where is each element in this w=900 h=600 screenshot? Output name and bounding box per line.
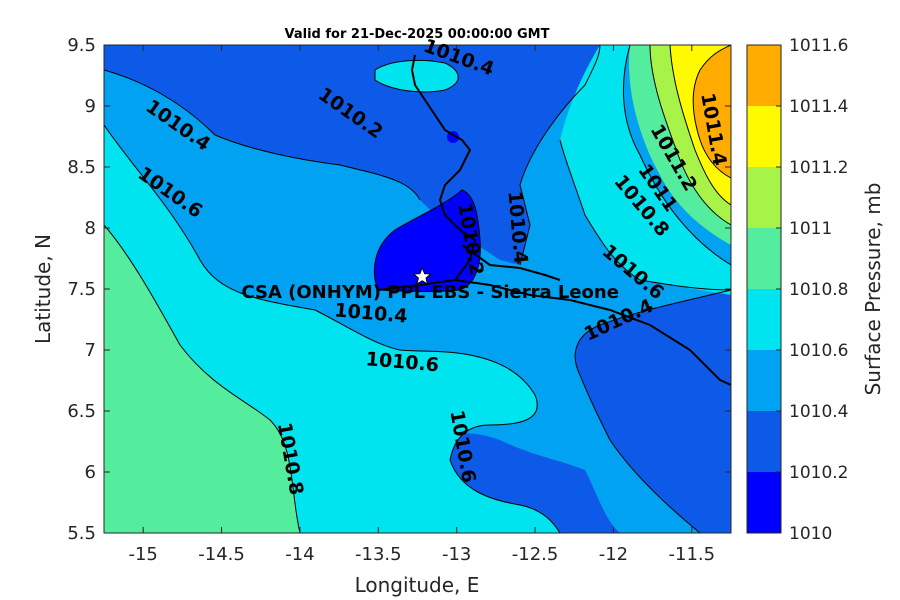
x-axis-ticks: -15 -14.5 -14 -13.5 -13 -12.5 -12 -11.5 xyxy=(128,45,715,565)
y-tick-label: 9.5 xyxy=(67,35,96,56)
contour-lines xyxy=(104,45,731,533)
site-label: CSA (ONHYM) PPL EBS - Sierra Leone xyxy=(241,282,618,303)
y-axis-ticks: 5.5 6 6.5 7 7.5 8 8.5 9 9.5 xyxy=(67,35,731,544)
colorbar-swatch xyxy=(747,472,781,533)
plot-area xyxy=(104,45,731,533)
colorbar-tick-label: 1011.4 xyxy=(789,97,848,117)
y-tick-label: 6.5 xyxy=(67,401,96,422)
pressure-band-1010.6-northeast xyxy=(560,45,731,295)
pressure-band-1010.8-southwest xyxy=(104,225,300,533)
site-star-icon xyxy=(412,266,433,286)
pressure-band-1010.2-tongue xyxy=(440,433,620,533)
colorbar-swatch xyxy=(747,289,781,350)
y-axis-label: Latitude, N xyxy=(31,234,55,344)
colorbar-swatch xyxy=(747,167,781,228)
y-tick-label: 6 xyxy=(85,462,96,483)
x-tick-label: -12 xyxy=(599,544,628,565)
colorbar-swatch xyxy=(747,228,781,289)
colorbar-tick-label: 1010.4 xyxy=(789,402,848,422)
coastline xyxy=(377,54,731,386)
colorbar-swatch xyxy=(747,411,781,472)
x-tick-label: -13.5 xyxy=(355,544,402,565)
site-marker-group: CSA (ONHYM) PPL EBS - Sierra Leone xyxy=(241,266,619,303)
y-tick-label: 8.5 xyxy=(67,157,96,178)
colorbar-swatch xyxy=(747,350,781,411)
x-tick-label: -12.5 xyxy=(512,544,559,565)
x-tick-label: -13 xyxy=(442,544,471,565)
colorbar-tick-label: 1010 xyxy=(789,524,832,544)
colorbar: 1010 1010.2 1010.4 1010.6 1010.8 1011 1011.2 10… xyxy=(747,36,848,544)
colorbar-tick-label: 1011 xyxy=(789,219,832,239)
colorbar-tick-label: 1010.6 xyxy=(789,341,848,361)
x-tick-label: -14 xyxy=(285,544,314,565)
y-tick-label: 5.5 xyxy=(67,523,96,544)
y-tick-label: 8 xyxy=(85,218,96,239)
y-tick-label: 9 xyxy=(85,96,96,117)
x-tick-label: -15 xyxy=(128,544,157,565)
colorbar-tick-label: 1011.6 xyxy=(789,36,848,56)
colorbar-label: Surface Pressure, mb xyxy=(861,183,885,396)
colorbar-swatch xyxy=(747,106,781,167)
colorbar-swatch xyxy=(747,45,781,106)
colorbar-frame xyxy=(746,44,782,534)
x-axis-label: Longitude, E xyxy=(355,573,480,597)
pressure-band-1010.0-low xyxy=(374,190,481,292)
x-tick-label: -11.5 xyxy=(669,544,716,565)
pressure-band-1010.0-nw xyxy=(235,67,345,123)
colorbar-tick-label: 1010.8 xyxy=(789,280,848,300)
chart-title: Valid for 21-Dec-2025 00:00:00 GMT xyxy=(285,27,550,42)
colorbar-tick-label: 1010.2 xyxy=(789,463,848,483)
x-tick-label: -14.5 xyxy=(198,544,245,565)
y-tick-label: 7 xyxy=(85,340,96,361)
y-tick-label: 7.5 xyxy=(67,279,96,300)
pressure-band-1010.6-patch xyxy=(375,60,459,92)
pressure-band-1011.4 xyxy=(693,45,731,178)
colorbar-tick-label: 1011.2 xyxy=(789,158,848,178)
